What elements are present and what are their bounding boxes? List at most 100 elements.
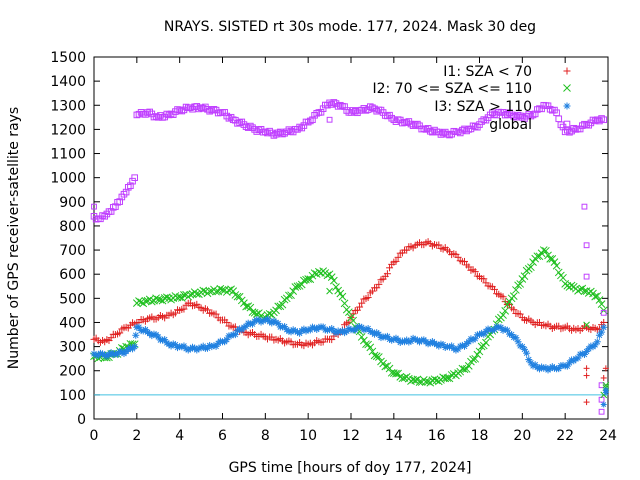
data-point xyxy=(490,326,498,334)
data-point xyxy=(358,299,366,307)
data-point xyxy=(351,107,359,115)
data-point xyxy=(127,182,134,190)
data-point xyxy=(187,104,194,111)
data-point xyxy=(374,353,383,361)
data-point xyxy=(471,268,479,276)
data-point xyxy=(323,271,332,280)
data-point xyxy=(512,286,520,294)
data-point xyxy=(124,184,132,191)
outlier-point xyxy=(581,203,588,210)
data-point xyxy=(307,117,314,125)
data-point xyxy=(287,291,295,300)
data-point xyxy=(328,101,336,108)
data-point xyxy=(525,110,533,118)
data-point xyxy=(212,310,220,318)
data-point xyxy=(533,252,542,261)
data-point xyxy=(208,106,216,114)
data-point xyxy=(414,120,421,128)
data-point xyxy=(114,198,121,206)
data-point xyxy=(328,336,336,344)
data-point xyxy=(595,296,604,304)
data-point xyxy=(349,316,357,325)
data-point xyxy=(180,291,188,299)
data-point xyxy=(212,287,220,296)
data-point xyxy=(369,104,376,111)
y-tick-label: 600 xyxy=(59,267,86,283)
data-point xyxy=(351,326,359,334)
data-point xyxy=(144,109,151,116)
data-point xyxy=(534,106,541,113)
data-point xyxy=(310,269,319,277)
data-point xyxy=(576,285,585,294)
data-point xyxy=(375,280,383,288)
data-point xyxy=(278,300,287,309)
data-point xyxy=(598,115,605,122)
data-point xyxy=(332,283,340,291)
legend-marker xyxy=(563,84,571,92)
x-tick-label: 16 xyxy=(428,428,446,444)
x-axis-label: GPS time [hours of doy 177, 2024] xyxy=(229,460,472,476)
data-point xyxy=(150,113,158,121)
x-tick-label: 8 xyxy=(261,428,270,444)
data-point xyxy=(399,119,406,127)
data-point xyxy=(597,300,606,308)
data-point xyxy=(300,122,308,129)
x-tick-label: 2 xyxy=(132,428,141,444)
data-point xyxy=(199,105,207,112)
data-point xyxy=(510,306,518,314)
legend-label: I1: SZA < 70 xyxy=(443,64,532,80)
data-point xyxy=(336,101,344,109)
series-layer xyxy=(90,99,610,415)
x-tick-label: 0 xyxy=(90,428,99,444)
data-point xyxy=(327,273,336,282)
outlier-point xyxy=(583,372,590,379)
data-point xyxy=(131,174,138,181)
data-point xyxy=(510,113,518,120)
data-point xyxy=(529,111,537,119)
data-point xyxy=(210,106,218,113)
data-point xyxy=(424,377,432,386)
data-point xyxy=(141,296,150,305)
data-point xyxy=(235,292,244,301)
outlier-point xyxy=(583,321,590,329)
data-point xyxy=(486,111,494,119)
data-point xyxy=(392,257,400,265)
data-point xyxy=(356,303,364,311)
data-point xyxy=(272,130,280,138)
data-point xyxy=(313,109,321,117)
data-point xyxy=(295,282,304,290)
data-point xyxy=(334,103,342,110)
data-point xyxy=(409,122,417,129)
data-point xyxy=(576,125,584,133)
data-point xyxy=(248,308,257,316)
data-point xyxy=(330,276,338,285)
data-point xyxy=(525,356,533,364)
data-point xyxy=(174,106,181,113)
data-point xyxy=(460,365,469,374)
data-point xyxy=(593,338,601,346)
data-point xyxy=(253,128,261,135)
data-point xyxy=(372,352,381,361)
data-point xyxy=(544,251,552,260)
outlier-group xyxy=(583,365,609,406)
data-point xyxy=(544,102,552,110)
data-point xyxy=(135,297,143,305)
data-point xyxy=(137,109,145,116)
data-point xyxy=(195,105,203,113)
data-point xyxy=(523,112,530,120)
data-point xyxy=(559,273,567,282)
data-point xyxy=(199,286,208,295)
data-point xyxy=(137,298,145,307)
data-point xyxy=(520,345,528,353)
y-tick-label: 200 xyxy=(59,364,86,380)
data-point xyxy=(564,126,571,134)
data-point xyxy=(464,362,473,370)
data-point xyxy=(300,276,308,285)
data-point xyxy=(454,128,462,136)
data-point xyxy=(512,113,520,121)
data-point xyxy=(491,111,498,118)
data-point xyxy=(225,115,233,122)
data-point xyxy=(422,377,430,386)
data-point xyxy=(388,114,395,122)
